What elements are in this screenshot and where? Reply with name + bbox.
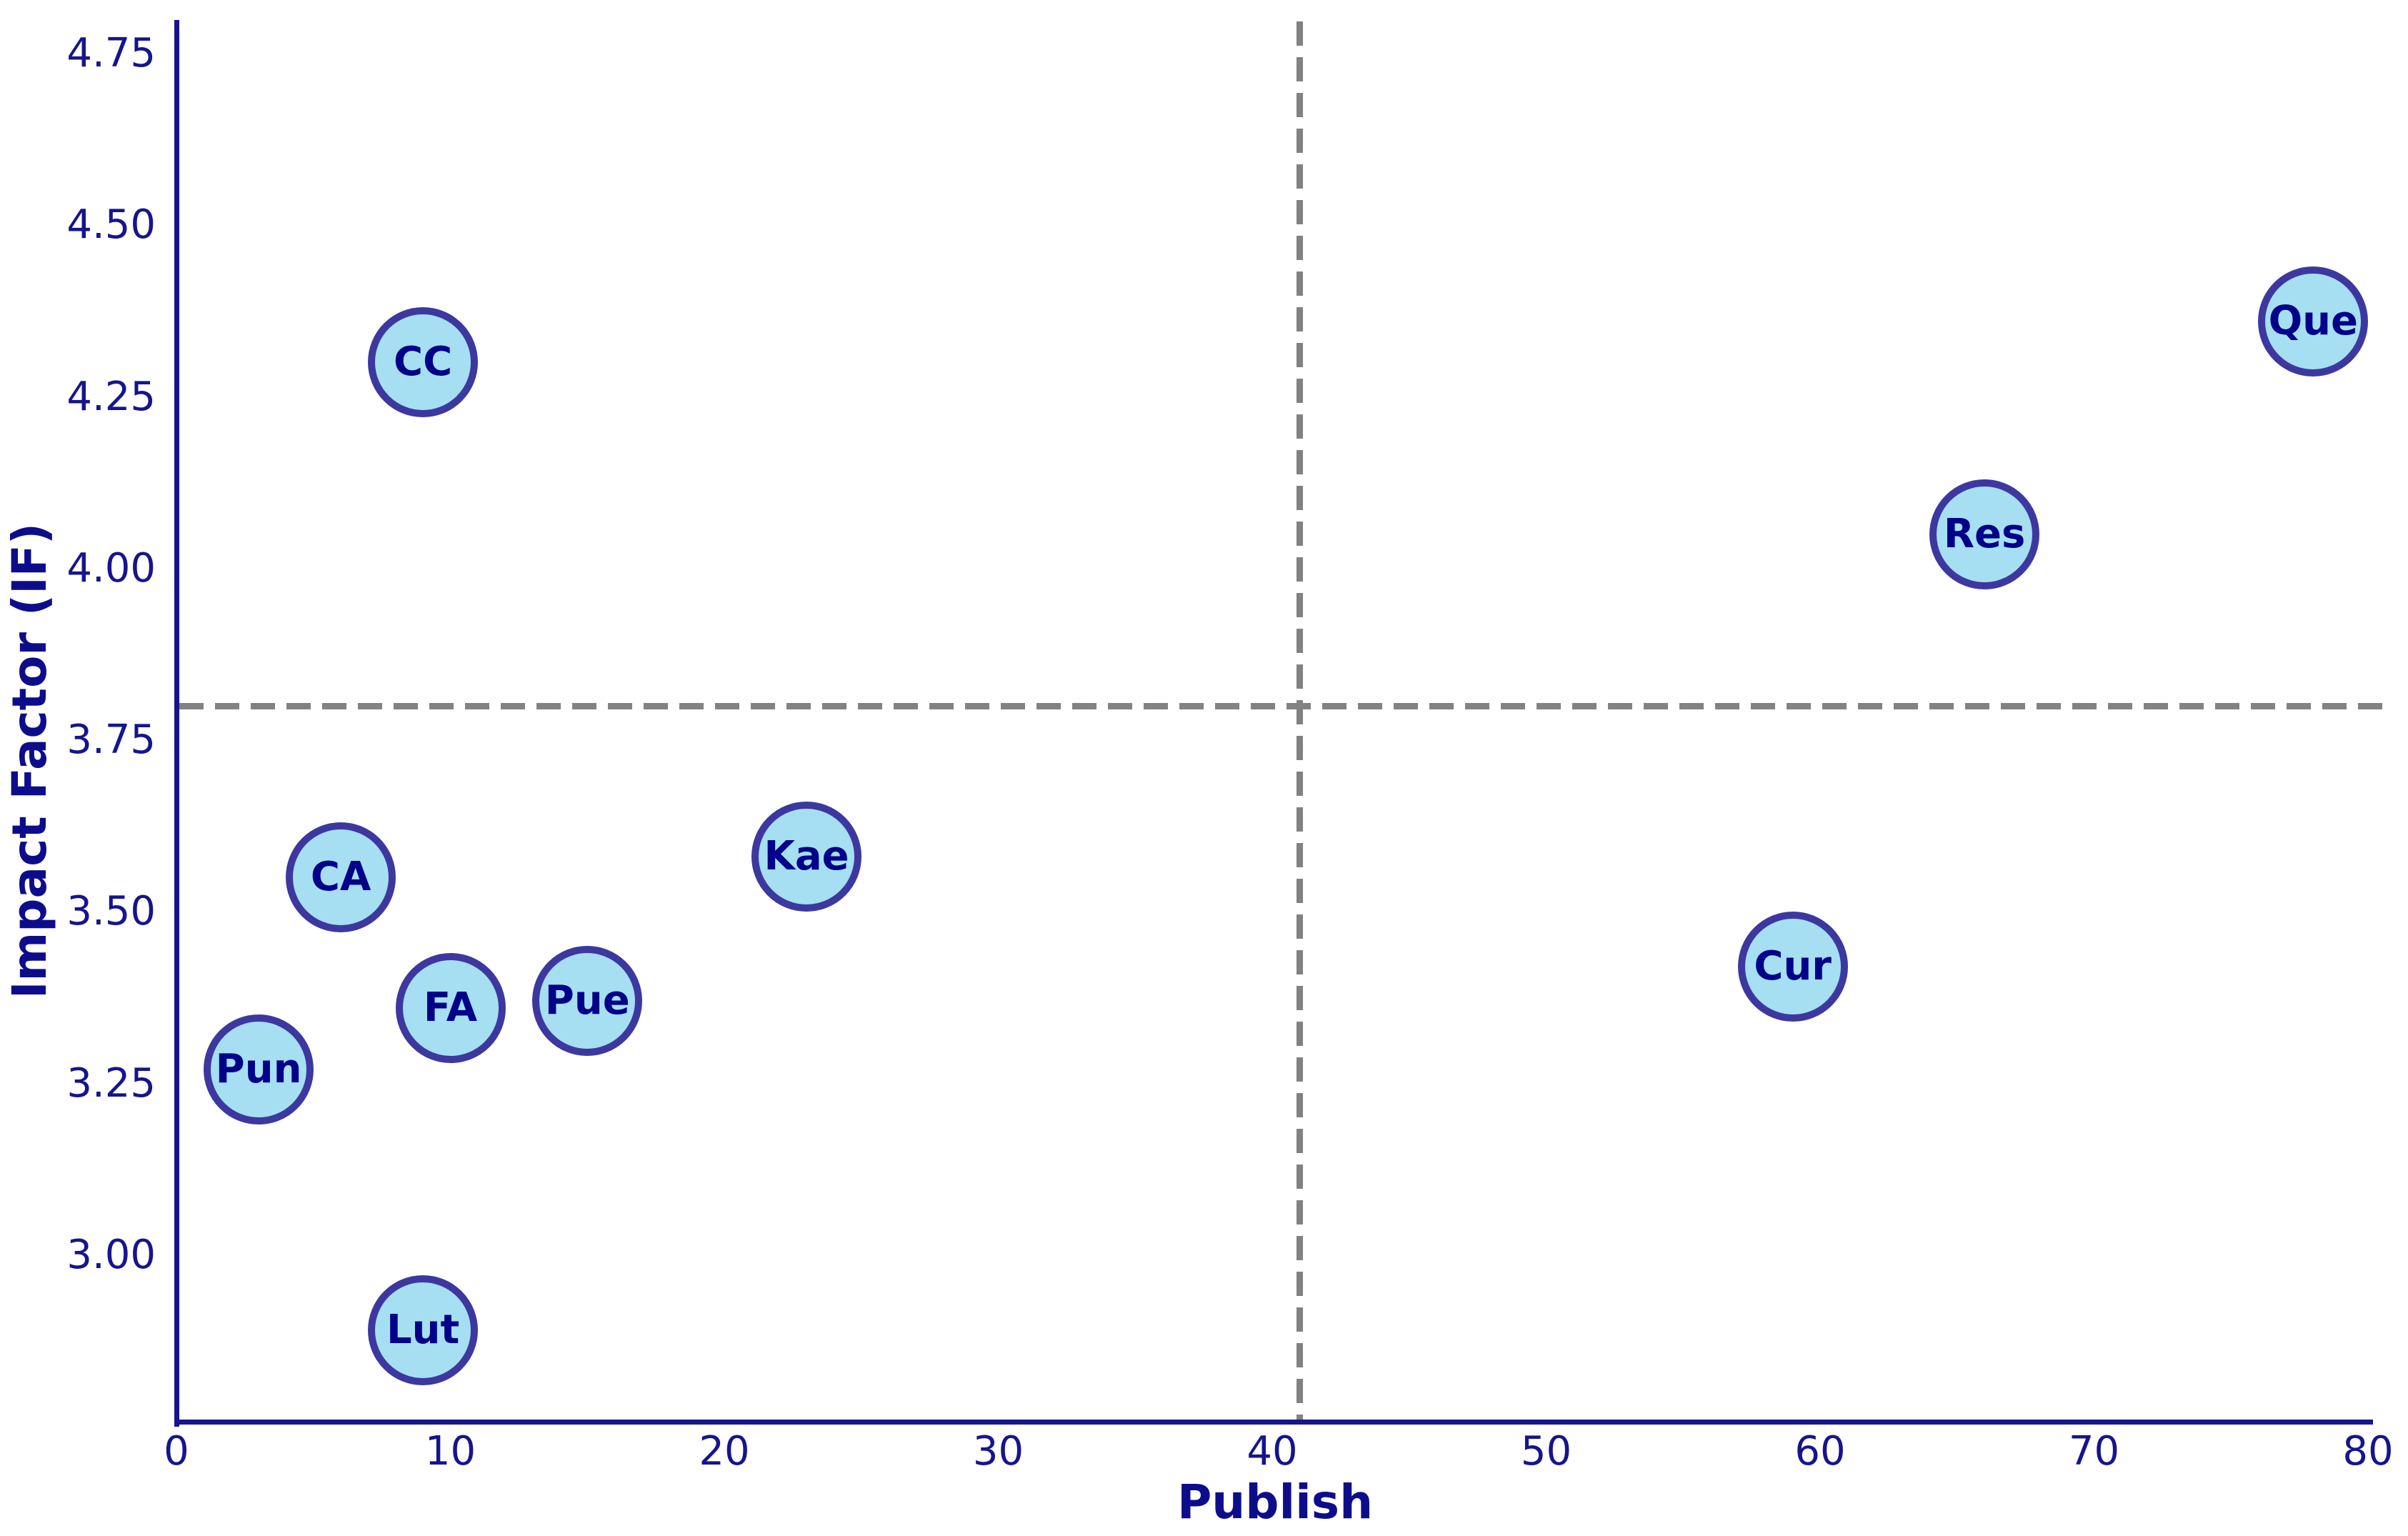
y-axis-title: Impact Factor (IF) (2, 522, 57, 999)
bubble-label: Res (1943, 510, 2026, 557)
x-tick-label: 0 (164, 1428, 189, 1475)
bubble-label: Lut (386, 1307, 460, 1354)
bubble-que: Que (2258, 266, 2369, 376)
bubble-label: Cur (1754, 943, 1832, 990)
x-tick-label: 50 (1520, 1428, 1572, 1475)
y-tick-label: 3.25 (66, 1059, 156, 1107)
bubble-label: CC (394, 339, 453, 386)
y-tick-label: 3.00 (66, 1231, 156, 1278)
bubble-label: Kae (764, 833, 849, 880)
y-tick-label: 3.75 (66, 717, 156, 763)
bubble-fa: FA (395, 952, 506, 1063)
bubble-res: Res (1929, 479, 2040, 589)
y-axis-line (174, 20, 179, 1427)
x-tick-label: 20 (699, 1428, 750, 1475)
x-axis-line (174, 1420, 2373, 1425)
bubble-label: Pun (215, 1046, 302, 1093)
x-tick-label: 70 (2068, 1428, 2120, 1475)
x-tick-label: 10 (424, 1428, 476, 1475)
bubble-kae: Kae (751, 802, 862, 912)
y-tick-label: 4.25 (66, 373, 156, 420)
y-tick-label: 4.75 (66, 30, 156, 76)
x-axis-title: Publish (1176, 1475, 1374, 1530)
bubble-pue: Pue (532, 946, 643, 1057)
x-tick-label: 30 (972, 1428, 1024, 1475)
bubble-label: Pue (544, 977, 630, 1024)
bubble-lut: Lut (368, 1275, 479, 1386)
bubble-ca: CA (286, 822, 396, 933)
y-tick-label: 4.50 (66, 201, 156, 249)
bubble-cc: CC (368, 307, 479, 418)
x-tick-label: 60 (1794, 1428, 1846, 1475)
bubble-pun: Pun (204, 1014, 314, 1125)
x-tick-label: 40 (1247, 1428, 1298, 1475)
bubble-cur: Cur (1737, 912, 1848, 1022)
bubble-label: FA (423, 984, 478, 1031)
bubble-label: CA (310, 854, 371, 901)
y-tick-label: 3.50 (66, 888, 156, 935)
horizontal-reference-line (179, 702, 2394, 709)
x-tick-label: 80 (2342, 1428, 2394, 1475)
y-tick-label: 4.00 (66, 544, 156, 592)
bubble-label: Que (2268, 297, 2359, 344)
vertical-reference-line (1297, 21, 1304, 1420)
